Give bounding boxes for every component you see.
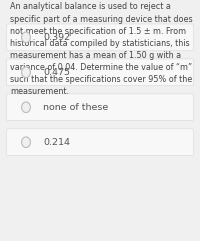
Text: 0.475: 0.475 xyxy=(43,68,70,77)
Text: An analytical balance is used to reject a
specific part of a measuring device th: An analytical balance is used to reject … xyxy=(10,2,193,96)
Circle shape xyxy=(22,67,30,78)
Circle shape xyxy=(22,102,30,113)
Circle shape xyxy=(22,137,30,147)
Text: none of these: none of these xyxy=(43,103,108,112)
Text: 0.392: 0.392 xyxy=(43,33,70,42)
FancyBboxPatch shape xyxy=(6,94,194,120)
Circle shape xyxy=(22,32,30,43)
Text: 0.214: 0.214 xyxy=(43,138,70,147)
FancyBboxPatch shape xyxy=(6,59,194,86)
FancyBboxPatch shape xyxy=(6,129,194,156)
FancyBboxPatch shape xyxy=(6,24,194,51)
